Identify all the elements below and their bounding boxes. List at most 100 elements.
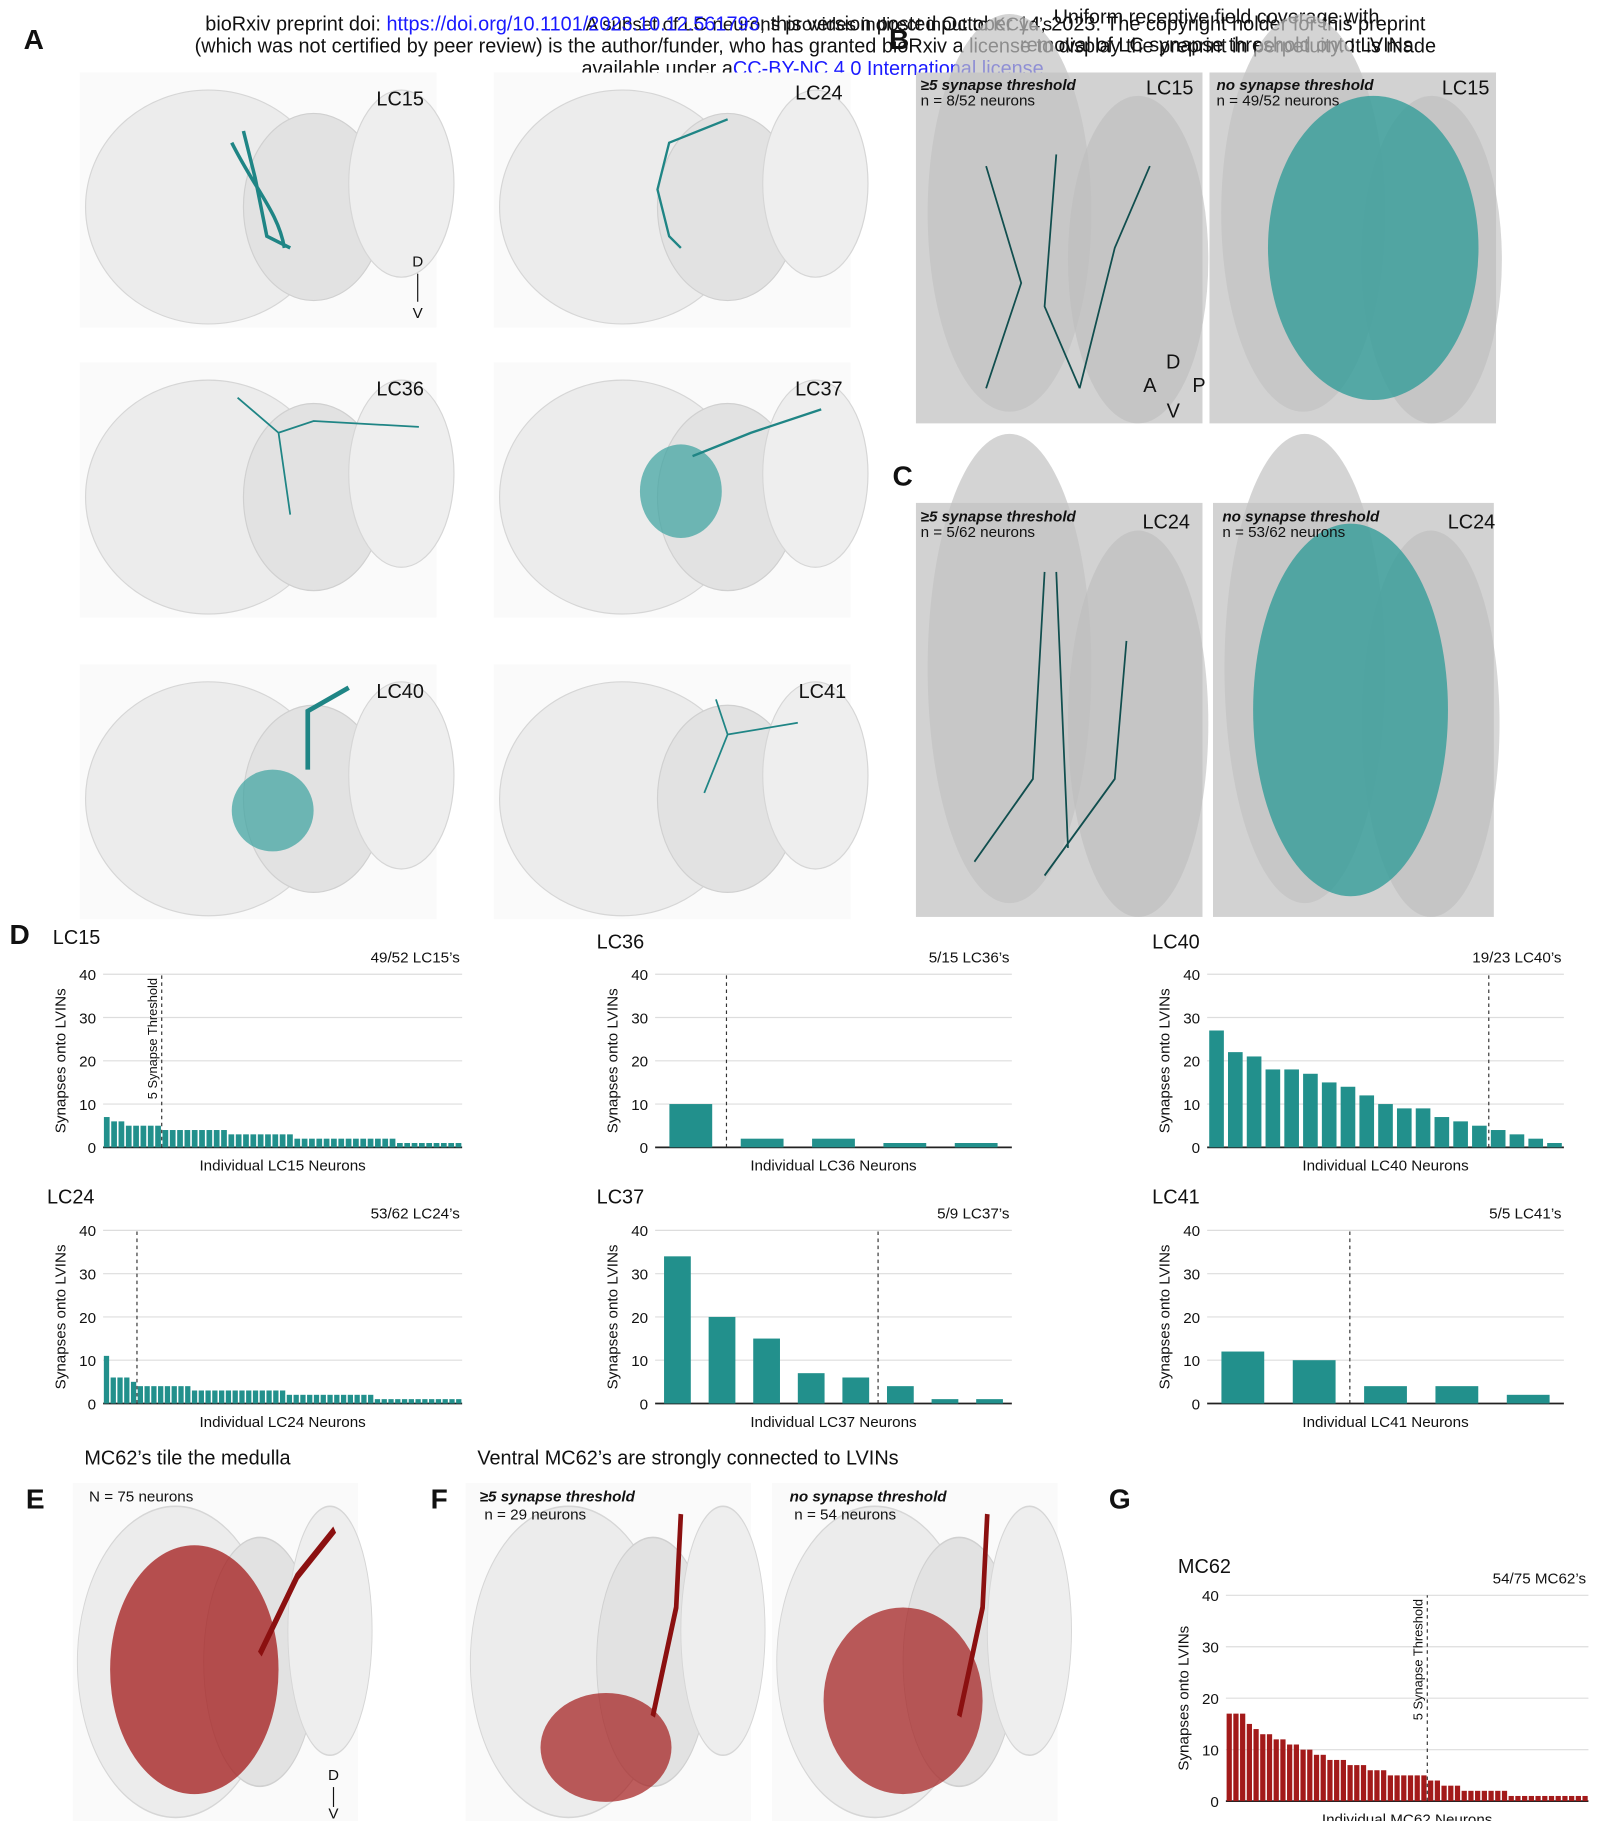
- bar: [887, 1386, 914, 1403]
- image-n: n = 8/52 neurons: [921, 92, 1036, 109]
- image-f-right: [772, 1483, 1071, 1821]
- bar: [1233, 1714, 1238, 1801]
- bar: [1266, 1069, 1281, 1147]
- bar: [741, 1139, 784, 1148]
- chart-title: LC40: [1152, 932, 1200, 954]
- bar: [111, 1378, 116, 1404]
- y-tick-label: 0: [1192, 1140, 1200, 1157]
- panel-letter: C: [893, 460, 913, 491]
- bar: [287, 1395, 292, 1404]
- threshold-label: 5 Synapse Threshold: [1411, 1599, 1426, 1720]
- y-tick-label: 0: [640, 1396, 648, 1413]
- compass-label: V: [1167, 401, 1181, 423]
- image-lc24: [494, 73, 868, 328]
- bar: [669, 1104, 712, 1147]
- bar: [402, 1399, 407, 1403]
- bar: [382, 1399, 387, 1403]
- bar: [1435, 1781, 1440, 1802]
- bar: [1327, 1760, 1332, 1801]
- image-b-left: [916, 14, 1208, 423]
- y-tick-label: 40: [1202, 1588, 1219, 1605]
- bar: [236, 1134, 242, 1147]
- bar: [1472, 1126, 1487, 1148]
- bar: [1562, 1796, 1567, 1801]
- x-axis-label: Individual LC41 Neurons: [1302, 1414, 1469, 1431]
- bar: [1408, 1775, 1413, 1801]
- bar: [334, 1395, 339, 1404]
- page: {"header":{"prefix":"bioRxiv preprint do…: [0, 0, 1612, 1821]
- doi-link[interactable]: https://doi.org/10.1101/2023.10.12.56179…: [386, 13, 759, 35]
- y-axis-label: Synapses onto LVINs: [605, 1244, 622, 1389]
- bar: [1401, 1775, 1406, 1801]
- bar: [170, 1130, 176, 1147]
- bar: [1221, 1352, 1264, 1404]
- bar: [388, 1399, 393, 1403]
- y-tick-label: 20: [631, 1310, 648, 1327]
- bar: [1341, 1760, 1346, 1801]
- image-title: no synapse threshold: [790, 1489, 948, 1506]
- y-tick-label: 10: [79, 1097, 96, 1114]
- bar: [151, 1386, 156, 1403]
- bar: [314, 1395, 319, 1404]
- compass-label: P: [1192, 375, 1205, 397]
- x-axis-label: Individual LC24 Neurons: [199, 1414, 366, 1431]
- y-tick-label: 10: [1202, 1743, 1219, 1760]
- bar: [178, 1386, 183, 1403]
- header-line: (which was not certified by peer review)…: [195, 36, 1436, 58]
- chart-title: LC41: [1152, 1186, 1200, 1208]
- bar: [404, 1143, 410, 1147]
- bar: [141, 1126, 147, 1148]
- bar: [449, 1399, 454, 1403]
- bar: [1381, 1770, 1386, 1801]
- bar: [448, 1143, 454, 1147]
- bar: [1448, 1786, 1453, 1801]
- bar: [165, 1386, 170, 1403]
- bar: [185, 1130, 191, 1147]
- bar: [1415, 1775, 1420, 1801]
- bar: [1488, 1791, 1493, 1801]
- image-title: ≥5 synapse threshold: [480, 1489, 636, 1506]
- bar: [1509, 1796, 1514, 1801]
- bar: [1441, 1786, 1446, 1801]
- bar: [409, 1399, 414, 1403]
- chart-annotation: 5/5 LC41’s: [1489, 1206, 1562, 1223]
- bar: [1267, 1734, 1272, 1801]
- y-tick-label: 20: [79, 1054, 96, 1071]
- bar: [280, 1390, 285, 1403]
- bar: [138, 1386, 143, 1403]
- chart-title: LC36: [597, 932, 645, 954]
- x-axis-label: Individual LC37 Neurons: [750, 1414, 917, 1431]
- bar: [346, 1139, 352, 1148]
- bar: [812, 1139, 855, 1148]
- bar: [426, 1143, 432, 1147]
- y-tick-label: 10: [631, 1097, 648, 1114]
- panel-letter: F: [431, 1484, 448, 1515]
- y-axis-label: Synapses onto LVINs: [1157, 1244, 1174, 1389]
- bar: [1240, 1714, 1245, 1801]
- bar: [172, 1386, 177, 1403]
- bar: [307, 1395, 312, 1404]
- image-b-right: [1209, 14, 1501, 423]
- bar: [1542, 1796, 1547, 1801]
- bar: [331, 1139, 337, 1148]
- bar: [124, 1378, 129, 1404]
- bar: [1435, 1386, 1478, 1403]
- bar: [199, 1130, 205, 1147]
- bar: [1368, 1770, 1373, 1801]
- bar: [355, 1395, 360, 1404]
- bar: [353, 1139, 359, 1148]
- bar: [1547, 1143, 1562, 1147]
- image-label: LC15: [1146, 78, 1194, 100]
- bar: [1556, 1796, 1561, 1801]
- bar: [932, 1399, 959, 1403]
- image-n: n = 54 neurons: [794, 1506, 896, 1523]
- bar: [212, 1390, 217, 1403]
- bar: [104, 1117, 110, 1147]
- bar: [273, 1390, 278, 1403]
- bar: [1421, 1775, 1426, 1801]
- bar: [163, 1130, 169, 1147]
- threshold-label: 5 Synapse Threshold: [145, 978, 160, 1099]
- bar: [368, 1139, 374, 1148]
- panel-letter: D: [10, 919, 30, 950]
- bar: [1515, 1796, 1520, 1801]
